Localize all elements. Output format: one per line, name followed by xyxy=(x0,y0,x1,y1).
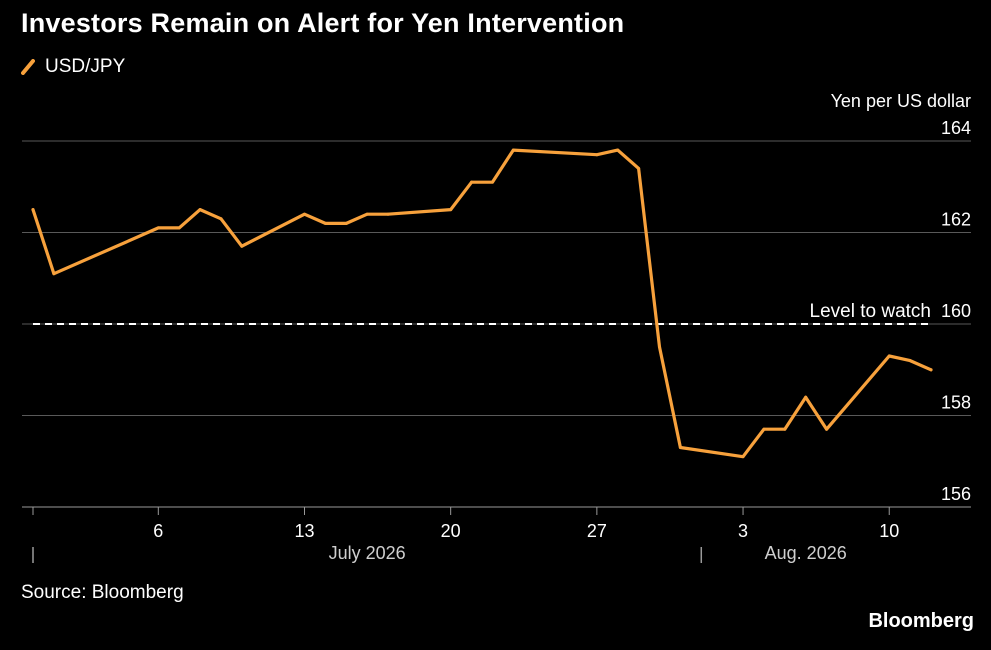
data-point xyxy=(658,345,662,349)
x-tick-label: 13 xyxy=(294,521,314,541)
reference-line-label: Level to watch xyxy=(810,301,931,322)
data-point xyxy=(365,212,369,216)
data-point xyxy=(825,427,829,431)
y-tick-label: 156 xyxy=(941,484,971,504)
legend-label: USD/JPY xyxy=(45,56,126,77)
month-label: July 2026 xyxy=(329,543,406,563)
y-tick-label: 164 xyxy=(941,118,971,138)
data-point xyxy=(52,272,56,276)
y-tick-label: 162 xyxy=(941,210,971,230)
reference-layer: Level to watch xyxy=(33,301,931,325)
x-axis: 6 13 20 27 3 10 July 2026 Aug. 2026 xyxy=(22,506,971,563)
data-point xyxy=(240,244,244,248)
data-point xyxy=(344,221,348,225)
data-point xyxy=(637,166,641,170)
x-tick-label: 3 xyxy=(738,521,748,541)
data-point xyxy=(177,226,181,230)
data-point xyxy=(490,180,494,184)
data-point xyxy=(887,354,891,358)
y-tick-label: 160 xyxy=(941,301,971,321)
data-point xyxy=(449,208,453,212)
data-point xyxy=(156,226,160,230)
data-point xyxy=(783,427,787,431)
data-point xyxy=(804,395,808,399)
chart-legend: USD/JPY xyxy=(21,56,126,77)
x-tick-label: 6 xyxy=(153,521,163,541)
data-point xyxy=(386,212,390,216)
data-point xyxy=(198,208,202,212)
month-label: Aug. 2026 xyxy=(765,543,847,563)
data-point xyxy=(908,359,912,363)
chart-title: Investors Remain on Alert for Yen Interv… xyxy=(21,8,625,38)
data-point xyxy=(219,217,223,221)
data-point xyxy=(929,368,933,372)
data-point xyxy=(616,148,620,152)
data-point xyxy=(741,455,745,459)
y-axis-label: Yen per US dollar xyxy=(831,91,971,111)
data-point xyxy=(595,153,599,157)
source-note: Source: Bloomberg xyxy=(21,582,184,603)
data-point xyxy=(762,427,766,431)
series-layer xyxy=(31,148,933,459)
data-point xyxy=(470,180,474,184)
legend-swatch-line-icon xyxy=(21,59,35,75)
y-tick-label: 158 xyxy=(941,393,971,413)
series-line-usd-jpy xyxy=(31,148,933,459)
data-point xyxy=(678,446,682,450)
x-tick-label: 20 xyxy=(441,521,461,541)
brand-logo-text: Bloomberg xyxy=(868,610,974,632)
data-point xyxy=(302,212,306,216)
x-tick-label: 10 xyxy=(879,521,899,541)
data-point xyxy=(31,208,35,212)
data-point xyxy=(323,221,327,225)
data-point xyxy=(511,148,515,152)
x-tick-label: 27 xyxy=(587,521,607,541)
